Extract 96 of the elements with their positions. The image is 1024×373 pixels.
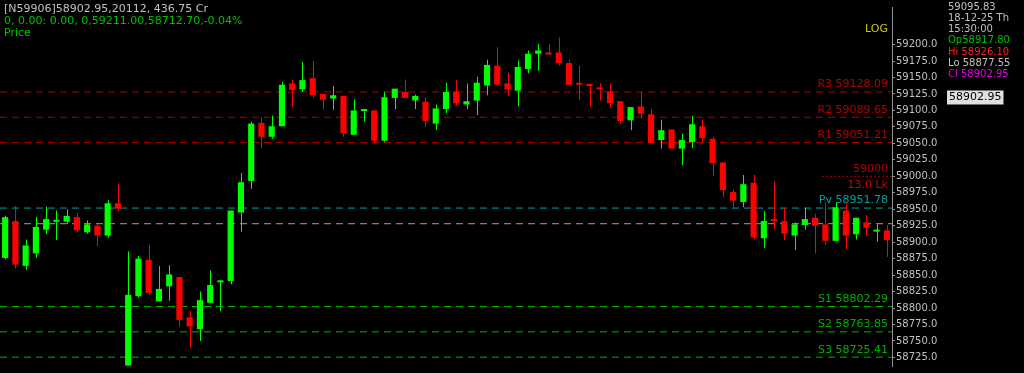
candlestick	[166, 264, 173, 302]
y-tick-label: 59075.0	[896, 120, 938, 132]
candlestick	[812, 213, 819, 254]
candlestick	[617, 100, 624, 125]
annotation: LOG	[865, 21, 888, 35]
candlestick	[360, 109, 368, 123]
y-tick-label: 58850.0	[896, 268, 938, 280]
candlestick	[432, 103, 439, 131]
candlestick	[53, 210, 60, 241]
candlestick	[73, 212, 80, 233]
text: 18-12-25 Th	[948, 11, 1010, 23]
candlestick	[760, 210, 767, 249]
candlestick	[658, 119, 665, 150]
ref-line-label: S1 58802.29	[818, 291, 888, 305]
y-tick-label: 58950.0	[896, 202, 938, 214]
candlestick	[330, 85, 337, 111]
y-tick-label: 58900.0	[896, 235, 938, 247]
y-tick-label: 58925.0	[896, 219, 938, 231]
candlestick	[94, 223, 101, 247]
text: Hi 58926.10	[948, 45, 1010, 57]
annotation: Price	[4, 25, 32, 39]
candlestick	[801, 207, 808, 231]
y-tick-label: 58825.0	[896, 285, 938, 297]
candlestick	[688, 115, 696, 149]
candlestick	[740, 174, 747, 208]
candlestick	[22, 239, 29, 271]
text: Cl 58902.95	[948, 68, 1009, 80]
candlestick	[289, 78, 296, 108]
y-tick-label: 58750.0	[896, 334, 938, 346]
candlestick	[699, 119, 706, 143]
ref-line-label: R1 59051.21	[817, 127, 888, 141]
y-tick-label: 59125.0	[896, 87, 938, 99]
candlestick	[217, 279, 224, 312]
candlestick	[299, 61, 306, 93]
candlestick	[422, 96, 429, 128]
candlestick	[627, 106, 634, 131]
candlestick	[155, 265, 162, 302]
candlestick	[401, 78, 409, 99]
candlestick	[483, 59, 491, 96]
y-tick-label: 59175.0	[896, 54, 938, 66]
ref-line-label: 59000	[853, 161, 888, 175]
candlestick	[596, 82, 603, 102]
ref-line-label: Pv 58951.78	[818, 193, 888, 207]
candlestick	[473, 76, 480, 116]
y-tick-label: 58725.0	[896, 351, 938, 363]
ref-line-label: R3 59128.09	[817, 77, 888, 91]
candlestick	[309, 60, 316, 99]
candlestick	[453, 79, 460, 107]
ref-line-label: S3 58725.41	[818, 342, 888, 356]
candlestick	[822, 202, 829, 246]
candlestick	[524, 49, 532, 75]
y-tick-label: 59200.0	[896, 38, 938, 50]
candlestick	[504, 72, 511, 97]
candlestick	[771, 180, 778, 231]
candlestick	[258, 116, 265, 149]
ref-line-label: S2 58763.85	[818, 317, 888, 331]
candlestick	[555, 36, 562, 67]
candlestick	[43, 206, 50, 235]
candlestick	[883, 224, 890, 258]
y-tick-label: 58775.0	[896, 318, 938, 330]
chart-title: [N59906]58902.95,20112, 436.75 Cr	[4, 1, 209, 15]
y-tick-label: 58875.0	[896, 252, 938, 264]
y-tick-label: 59025.0	[896, 153, 938, 165]
y-tick-label: 59000.0	[896, 169, 938, 181]
text: 0, 0.00: 0.00, 0,59211.00,58712.70,-0.04%	[4, 13, 243, 27]
candlestick	[606, 82, 614, 108]
candlestick	[514, 59, 521, 107]
ref-line-label: R2 59089.65	[817, 102, 888, 116]
candlestick	[268, 115, 275, 140]
y-tick-label: 59050.0	[896, 136, 938, 148]
y-tick-label: 59150.0	[896, 71, 938, 83]
candlestick	[535, 43, 542, 72]
candlestick	[637, 91, 644, 119]
candlestick	[442, 82, 450, 114]
candlestick	[565, 59, 573, 86]
candlestick	[186, 310, 193, 349]
annotation: 13.0 Lk	[847, 178, 889, 192]
y-tick-label: 58975.0	[896, 186, 938, 198]
candlestick	[791, 221, 798, 251]
candlestick	[494, 46, 501, 87]
candlestick	[781, 207, 788, 241]
text: 58902.95	[949, 90, 1002, 104]
text: 59095.83	[948, 0, 996, 12]
candlestick	[863, 214, 870, 237]
candlestick	[114, 183, 121, 212]
candlestick	[463, 82, 470, 110]
candlestick	[207, 269, 214, 304]
text: Op58917.80	[948, 34, 1010, 46]
candlestick	[586, 83, 593, 108]
candlestick	[678, 132, 685, 166]
text: 15:30:00	[948, 23, 993, 35]
candlestick	[873, 223, 880, 242]
candlestick	[576, 65, 583, 101]
y-tick-label: 59100.0	[896, 104, 938, 116]
text: Lo 58877.55	[948, 57, 1011, 69]
y-tick-label: 58800.0	[896, 301, 938, 313]
